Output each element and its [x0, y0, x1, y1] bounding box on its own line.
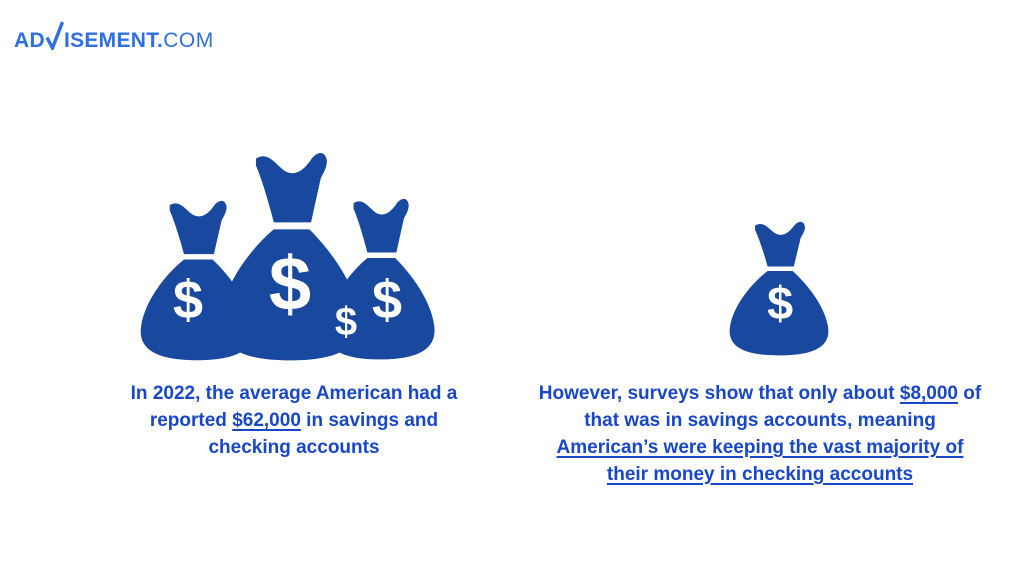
logo-text-prefix: AD [14, 29, 45, 52]
savings-amount-62000: $62,000 [232, 410, 301, 431]
right-caption-line-2: that was in savings accounts, meaning [584, 410, 936, 431]
savings-amount-8000: $8,000 [899, 383, 958, 404]
dollar-sign-single-bag: $ [767, 277, 793, 329]
logo-text-suffix: COM [163, 29, 214, 52]
left-caption-line-1: In 2022, the average American had a [130, 383, 458, 404]
money-bags-group-icon: $ $ $ $ [140, 153, 435, 361]
dollar-sign-right-bag: $ [372, 270, 402, 330]
left-caption-line-2: reported $62,000 in savings and [149, 410, 439, 431]
dollar-sign-small-bag: $ [335, 300, 357, 344]
right-caption: However, surveys show that only about $8… [535, 380, 985, 488]
left-caption: In 2022, the average American had a repo… [119, 380, 469, 461]
dollar-sign-left-bag: $ [173, 270, 203, 330]
logo-text-mid: ISEMENT. [63, 29, 164, 52]
right-caption-line-1: However, surveys show that only about $8… [538, 383, 982, 404]
right-caption-line-4: their money in checking accounts [606, 464, 914, 485]
right-caption-line-3: American’s were keeping the vast majorit… [556, 437, 964, 458]
left-caption-line-3: checking accounts [208, 437, 380, 458]
dollar-sign-center-bag: $ [269, 242, 311, 327]
money-bag-icon: $ [729, 221, 829, 356]
checkmark-icon [45, 21, 64, 50]
advisement-logo: AD ISEMENT.COM [14, 20, 214, 53]
